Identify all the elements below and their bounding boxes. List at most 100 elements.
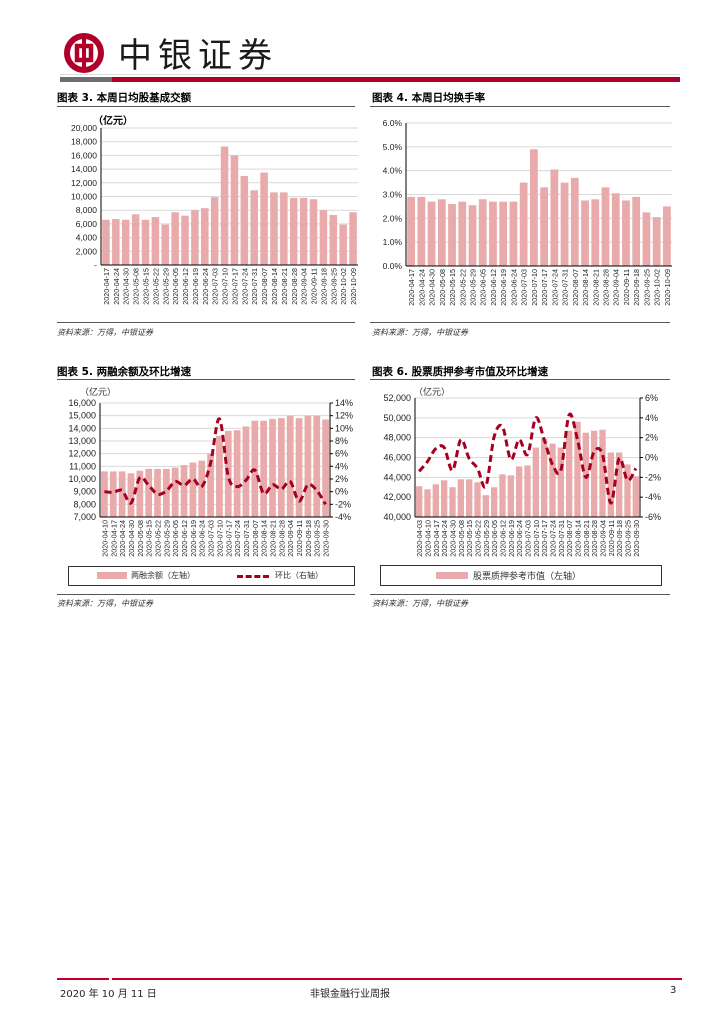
y-tick-label: 6,000 [76,219,98,229]
y2-tick-label: 8% [335,436,348,446]
bar [591,430,598,517]
x-tick-label: 2020-04-24 [118,520,127,557]
bar [624,464,631,517]
bar [339,224,347,265]
y-tick-label: 8,000 [73,499,96,509]
y-tick-label: 40,000 [383,512,411,522]
bar [474,482,481,517]
figure-6-top-rule [370,379,670,380]
bar [280,192,288,265]
bar [566,430,573,517]
x-tick-label: 2020-07-03 [524,520,533,557]
figure-6-source: 资料来源：万得，中银证券 [372,599,468,608]
bar [478,199,487,266]
bar [127,473,135,517]
bar [616,452,623,517]
bar [432,484,439,517]
bar [286,415,294,517]
y-tick-label: 9,000 [73,487,96,497]
header-bar-red [112,77,680,82]
x-tick-label: 2020-09-18 [319,268,328,305]
x-tick-label: 2020-05-29 [482,520,491,557]
bar [519,182,528,266]
x-tick-label: 2020-10-02 [653,269,662,306]
bar [499,474,506,517]
y2-tick-label: 2% [335,474,348,484]
x-tick-label: 2020-06-05 [171,520,180,557]
bar [210,197,219,265]
figure-3-title: 图表 3. 本周日均股基成交额 [57,92,192,104]
x-tick-label: 2020-09-11 [622,269,631,305]
x-tick-label: 2020-08-28 [290,268,299,305]
x-tick-label: 2020-07-31 [250,268,259,305]
bar [181,215,189,265]
x-tick-label: 2020-04-24 [417,269,426,306]
bar [560,182,569,266]
footer-line-right [112,978,682,980]
y-tick-label: 44,000 [383,472,411,482]
x-tick-label: 2020-07-17 [224,520,233,557]
bank-of-china-logo-icon [62,31,106,75]
legend-label-pledge-value: 股票质押参考市值（左轴） [473,572,582,582]
y2-tick-label: 14% [335,398,353,408]
y2-tick-label: -2% [645,472,661,482]
bar [270,192,278,265]
figure-6-legend: 股票质押参考市值（左轴） [380,565,662,586]
y-tick-label: 6.0% [383,118,403,128]
x-tick-label: 2020-08-14 [260,520,269,557]
bar [457,479,464,517]
y2-tick-label: -4% [645,492,661,502]
bar [295,418,303,517]
x-tick-label: 2020-07-17 [540,269,549,306]
bar [499,201,508,266]
bar [349,212,357,265]
x-tick-label: 2020-08-21 [582,520,591,557]
x-tick-label: 2020-04-24 [112,268,121,305]
bar [448,204,456,266]
y-tick-label: 16,000 [71,150,97,160]
x-tick-label: 2020-09-30 [322,520,331,557]
y-tick-label: 14,000 [68,423,96,433]
x-tick-label: 2020-06-12 [181,268,190,305]
bar [171,212,179,265]
x-tick-label: 2020-09-18 [632,269,641,306]
bar [171,467,179,517]
x-tick-label: 2020-09-25 [624,520,633,557]
bar [322,419,329,517]
x-tick-label: 2020-09-11 [295,520,304,556]
y-tick-label: 16,000 [68,398,96,408]
x-tick-label: 2020-07-10 [530,269,539,306]
bar [112,219,120,265]
y2-tick-label: 10% [335,423,353,433]
x-tick-label: 2020-04-10 [100,520,109,557]
x-tick-label: 2020-09-11 [607,520,616,556]
bar [437,199,446,266]
legend-label-margin-balance: 两融余额（左轴） [131,571,195,580]
x-tick-label: 2020-09-04 [300,268,309,305]
bar [198,460,206,517]
bar [550,169,559,266]
bar [427,201,436,266]
y-tick-label: 12,000 [68,449,96,459]
y2-tick-label: 0% [645,453,658,463]
bar [549,443,556,517]
bar [532,447,539,517]
figure-4-title: 图表 4. 本周日均换手率 [372,92,486,104]
x-tick-label: 2020-08-21 [269,520,278,557]
bar [309,199,318,265]
x-tick-label: 2020-05-22 [474,520,483,557]
bar [662,206,671,266]
bar [191,210,199,265]
x-tick-label: 2020-07-24 [550,269,559,306]
bar [541,438,548,517]
y-tick-label: 4.0% [383,166,403,176]
bar [233,430,241,517]
bar [557,447,564,517]
bar [260,420,268,517]
x-tick-label: 2020-04-03 [415,520,424,557]
x-tick-label: 2020-07-31 [561,269,570,306]
x-tick-label: 2020-09-04 [599,520,608,557]
bar [141,219,150,265]
y-tick-label: 0.0% [383,261,403,271]
y2-tick-label: -4% [335,512,351,522]
